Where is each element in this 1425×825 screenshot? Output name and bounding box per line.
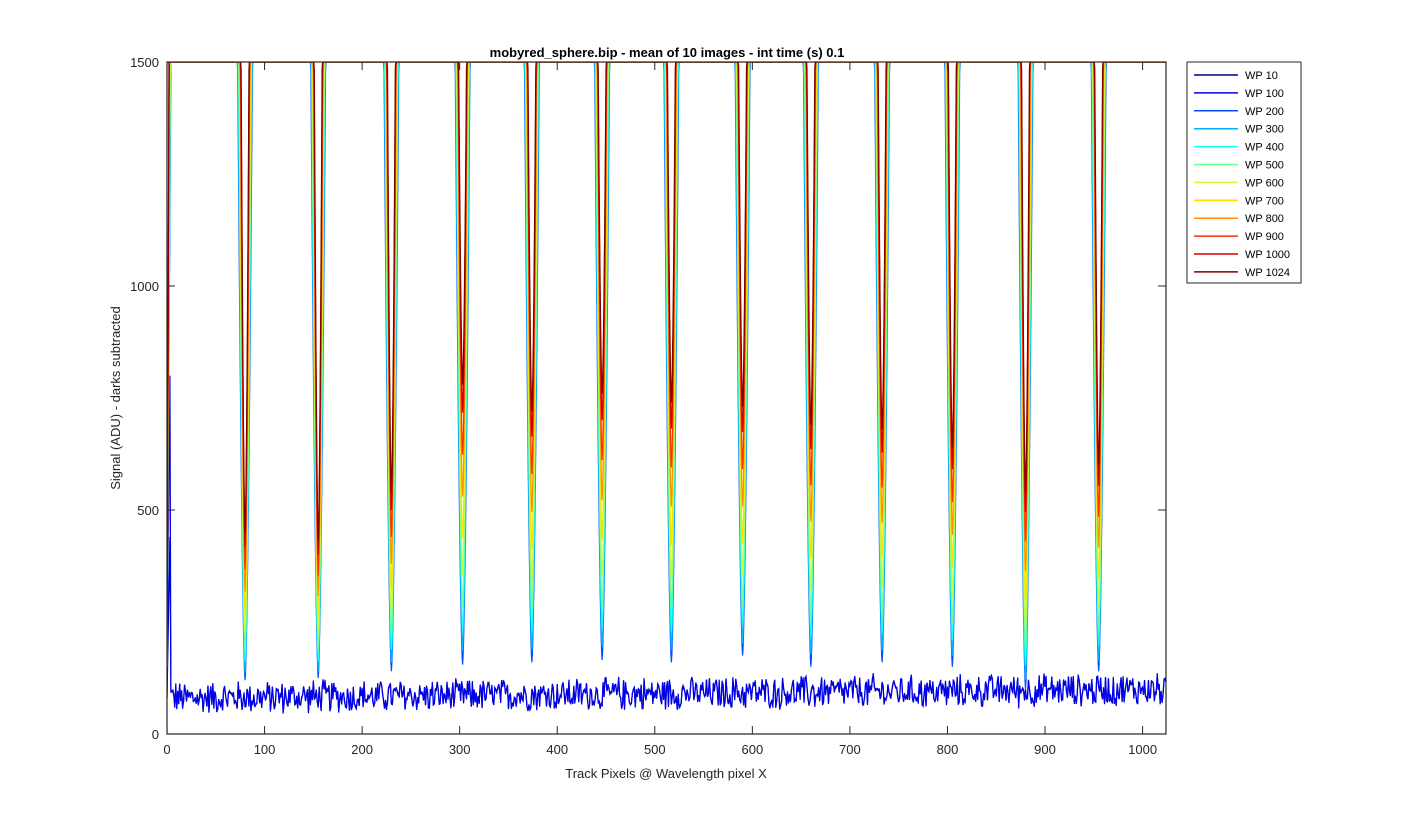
x-tick-label: 100: [254, 742, 276, 757]
y-tick-label: 1500: [130, 55, 159, 70]
x-tick-label: 300: [449, 742, 471, 757]
plot-area: 0 100 200 300 400 500 600 700 800 900 1000 0 500 1000…: [130, 55, 1167, 757]
x-tick-label: 0: [163, 742, 170, 757]
legend-label: WP 400: [1245, 142, 1284, 154]
x-tick-label: 400: [546, 742, 568, 757]
chart-title: mobyred_sphere.bip - mean of 10 images -…: [490, 45, 845, 60]
legend-label: WP 300: [1245, 124, 1284, 136]
y-axis-label: Signal (ADU) - darks subtracted: [108, 306, 123, 490]
x-tick-label: 600: [742, 742, 764, 757]
axes-box: [166, 61, 1167, 735]
legend-label: WP 200: [1245, 106, 1284, 118]
legend-label: WP 500: [1245, 160, 1284, 172]
legend-box: [1186, 61, 1302, 284]
legend-label: WP 1000: [1245, 249, 1290, 261]
y-tick-label: 1000: [130, 279, 159, 294]
legend: WP 10 WP 100 WP 200 WP 300 WP 400 WP 500 WP 60…: [1186, 61, 1302, 284]
legend-label: WP 600: [1245, 177, 1284, 189]
x-tick-label: 700: [839, 742, 861, 757]
ticks-layer: 0 100 200 300 400 500 600 700 800 900 1000 0 500 1000…: [130, 55, 1166, 757]
legend-label: WP 800: [1245, 213, 1284, 225]
legend-label: WP 900: [1245, 231, 1284, 243]
x-tick-label: 900: [1034, 742, 1056, 757]
series-layer: [167, 62, 1166, 714]
legend-entries: WP 10 WP 100 WP 200 WP 300 WP 400 WP 500 WP 60…: [1194, 70, 1290, 279]
legend-label: WP 1024: [1245, 267, 1290, 279]
x-tick-label: 500: [644, 742, 666, 757]
legend-label: WP 700: [1245, 195, 1284, 207]
x-tick-label: 800: [937, 742, 959, 757]
y-tick-label: 0: [152, 727, 159, 742]
x-axis-label: Track Pixels @ Wavelength pixel X: [565, 766, 767, 781]
y-tick-label: 500: [137, 503, 159, 518]
series-line-wp-100: [167, 375, 1166, 714]
legend-label: WP 100: [1245, 88, 1284, 100]
legend-label: WP 10: [1245, 70, 1278, 82]
x-tick-label: 1000: [1128, 742, 1157, 757]
x-tick-label: 200: [351, 742, 373, 757]
